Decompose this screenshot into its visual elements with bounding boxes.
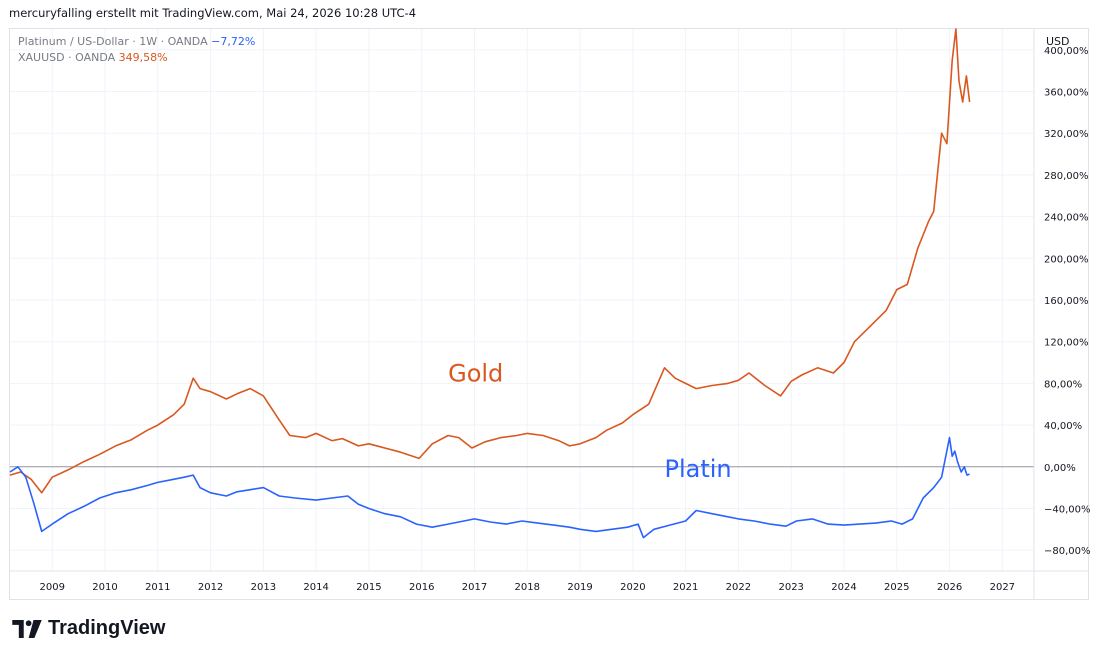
x-tick-label: 2015 (356, 582, 381, 593)
x-tick-label: 2011 (145, 582, 170, 593)
x-tick-label: 2021 (673, 582, 698, 593)
legend-gold-label: XAUUSD · OANDA (18, 51, 116, 64)
y-tick-label: 240,00% (1044, 213, 1089, 224)
legend-platinum-value: −7,72% (211, 35, 256, 48)
y-tick-label: 160,00% (1044, 296, 1089, 307)
x-tick-label: 2019 (567, 582, 592, 593)
x-tick-label: 2012 (198, 582, 223, 593)
currency-label: USD (1046, 35, 1070, 48)
legend-gold-value: 349,58% (118, 51, 168, 64)
x-tick-label: 2025 (884, 582, 909, 593)
x-tick-label: 2024 (831, 582, 856, 593)
x-tick-label: 2023 (778, 582, 803, 593)
legend-platinum-row[interactable]: Platinum / US-Dollar · 1W · OANDA −7,72% (18, 34, 255, 50)
price-axis-ticks: 400,00% 360,00% 320,00% 280,00% 240,00% 200,0… (1044, 46, 1091, 557)
y-tick-label: 0,00% (1044, 463, 1076, 474)
platinum-annotation: Platin (665, 455, 732, 483)
gold-series-line[interactable] (9, 28, 971, 494)
chart-legend: Platinum / US-Dollar · 1W · OANDA −7,72%… (18, 34, 255, 66)
x-tick-label: 2013 (251, 582, 276, 593)
x-tick-label: 2026 (937, 582, 962, 593)
y-tick-label: 400,00% (1044, 46, 1089, 57)
x-tick-label: 2014 (303, 582, 328, 593)
x-tick-label: 2022 (726, 582, 751, 593)
x-tick-label: 2020 (620, 582, 645, 593)
x-tick-label: 2027 (990, 582, 1015, 593)
chart-pane[interactable] (9, 28, 1089, 600)
y-tick-label: −80,00% (1044, 546, 1091, 557)
chart-grid (10, 29, 1034, 571)
y-tick-label: 120,00% (1044, 338, 1089, 349)
x-tick-label: 2017 (462, 582, 487, 593)
x-tick-label: 2016 (409, 582, 434, 593)
gold-annotation: Gold (448, 359, 503, 387)
chart-attribution: mercuryfalling erstellt mit TradingView.… (9, 6, 417, 20)
platinum-series-line[interactable] (9, 436, 970, 539)
x-tick-label: 2009 (40, 582, 65, 593)
y-tick-label: 40,00% (1044, 421, 1082, 432)
y-tick-label: 200,00% (1044, 254, 1089, 265)
x-tick-label: 2010 (92, 582, 117, 593)
tradingview-wordmark: TradingView (48, 617, 166, 639)
tradingview-branding[interactable]: TradingView (12, 617, 165, 640)
y-tick-label: −40,00% (1044, 504, 1091, 515)
x-tick-label: 2018 (515, 582, 540, 593)
series-layer (9, 28, 971, 539)
y-tick-label: 320,00% (1044, 129, 1089, 140)
time-axis-ticks: 2009 2010 2011 2012 2013 2014 2015 2016 2017 2018… (40, 582, 1016, 593)
tradingview-logo-icon (12, 619, 42, 638)
legend-gold-row[interactable]: XAUUSD · OANDA 349,58% (18, 50, 255, 66)
y-tick-label: 280,00% (1044, 171, 1089, 182)
legend-platinum-label: Platinum / US-Dollar · 1W · OANDA (18, 35, 208, 48)
y-tick-label: 360,00% (1044, 88, 1089, 99)
y-tick-label: 80,00% (1044, 379, 1082, 390)
